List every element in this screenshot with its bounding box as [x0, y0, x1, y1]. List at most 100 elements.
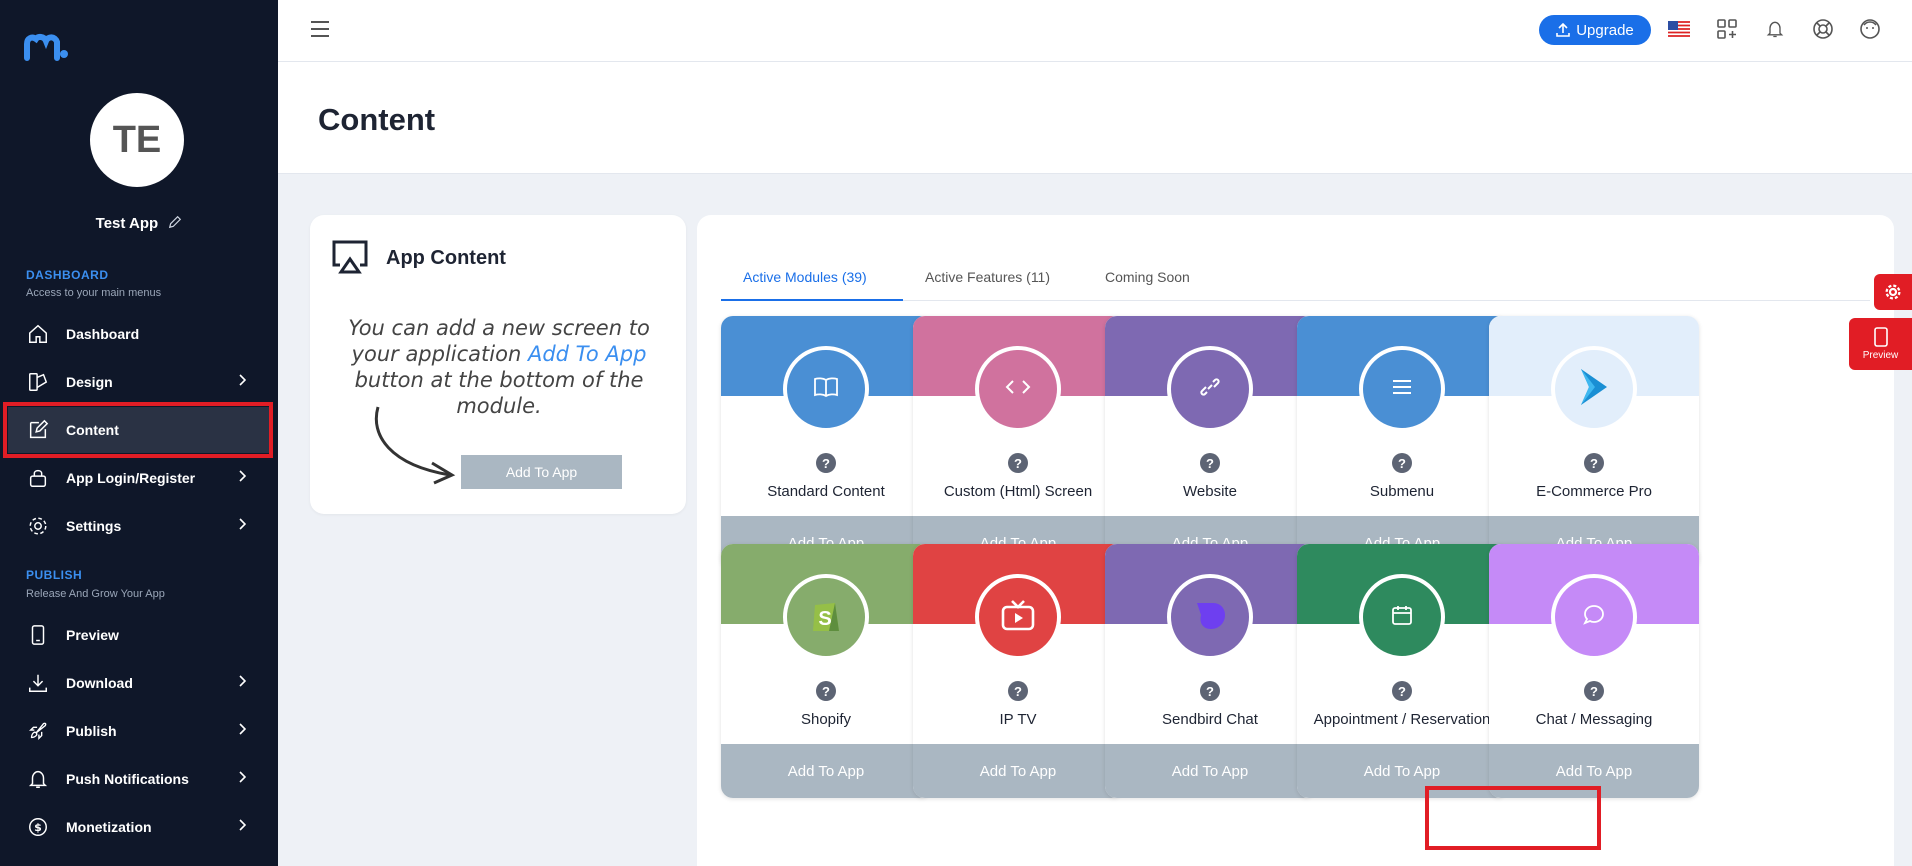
svg-text:$: $: [34, 821, 42, 834]
help-icon[interactable]: ?: [816, 681, 836, 701]
app-name: Test App: [95, 215, 159, 232]
module-icon-circle: [1167, 574, 1253, 660]
module-card: ? Standard Content Add To App: [721, 316, 931, 570]
floating-settings-button[interactable]: [1874, 274, 1912, 310]
sidebar-item-label: Publish: [66, 723, 117, 739]
module-card: ? Sendbird Chat Add To App: [1105, 544, 1315, 798]
sidebar-item-design[interactable]: Design: [8, 359, 270, 405]
tab-coming-soon[interactable]: Coming Soon: [1105, 269, 1190, 285]
sidebar-item-settings[interactable]: Settings: [8, 503, 270, 549]
add-to-app-button[interactable]: Add To App: [913, 744, 1123, 798]
app-logo[interactable]: [24, 32, 70, 62]
module-name: E-Commerce Pro: [1536, 483, 1652, 500]
hamburger-menu-icon[interactable]: [310, 20, 330, 43]
pencil-icon[interactable]: [168, 215, 182, 233]
chevron-right-icon: [239, 675, 246, 687]
floating-preview-button[interactable]: Preview: [1849, 318, 1912, 370]
sidebar-item-label: Settings: [66, 518, 122, 534]
svg-text:S: S: [818, 608, 831, 630]
upgrade-label: Upgrade: [1576, 21, 1634, 39]
module-icon-circle: [975, 346, 1061, 432]
modules-panel: Active Modules (39) Active Features (11)…: [697, 215, 1894, 866]
app-content-title: App Content: [386, 247, 506, 269]
module-icon-circle: [1551, 346, 1637, 432]
tab-active-modules[interactable]: Active Modules (39): [721, 253, 903, 301]
app-content-hint: You can add a new screen to your applica…: [334, 315, 664, 419]
help-icon[interactable]: ?: [1200, 453, 1220, 473]
rocket-icon: [26, 719, 50, 743]
sidebar: TE Test App DASHBOARD Access to your mai…: [0, 0, 278, 866]
user-profile-icon[interactable]: [1858, 17, 1882, 41]
gear-icon: [26, 514, 50, 538]
help-icon[interactable]: ?: [1584, 681, 1604, 701]
menu-icon: [1391, 378, 1413, 401]
help-icon[interactable]: ?: [1392, 681, 1412, 701]
apps-add-icon[interactable]: [1715, 17, 1739, 41]
help-icon[interactable]: ?: [1392, 453, 1412, 473]
modules-tabs: Active Modules (39) Active Features (11)…: [721, 253, 1870, 301]
home-icon: [26, 322, 50, 346]
sidebar-item-app-login-register[interactable]: App Login/Register: [8, 455, 270, 501]
sidebar-item-label: App Login/Register: [66, 470, 196, 486]
shopify-icon: S: [809, 595, 843, 640]
module-icon-circle: [1359, 346, 1445, 432]
demo-add-to-app-button: Add To App: [461, 455, 622, 489]
sidebar-item-label: Monetization: [66, 819, 152, 835]
help-icon[interactable]: ?: [1008, 453, 1028, 473]
help-icon[interactable]: ?: [1008, 681, 1028, 701]
upgrade-button[interactable]: Upgrade: [1539, 15, 1651, 45]
sidebar-item-label: Content: [66, 422, 119, 438]
sidebar-item-push-notifications[interactable]: Push Notifications: [8, 756, 270, 802]
chevron-right-icon: [239, 374, 246, 386]
bell-icon[interactable]: [1763, 17, 1787, 41]
app-name-row: Test App: [0, 215, 278, 233]
module-card: ? Chat / Messaging Add To App: [1489, 544, 1699, 798]
sidebar-item-dashboard[interactable]: Dashboard: [8, 311, 270, 357]
module-name: Website: [1183, 483, 1237, 500]
module-icon-circle: [975, 574, 1061, 660]
module-card: ? E-Commerce Pro Add To App: [1489, 316, 1699, 570]
curved-arrow-icon: [374, 406, 456, 485]
sidebar-item-label: Preview: [66, 627, 119, 643]
top-header: Upgrade: [278, 0, 1912, 62]
sidebar-item-label: Push Notifications: [66, 771, 189, 787]
sidebar-item-monetization[interactable]: $ Monetization: [8, 804, 270, 850]
page-title: Content: [318, 102, 436, 137]
download-icon: [26, 671, 50, 695]
sidebar-item-preview[interactable]: Preview: [8, 612, 270, 658]
help-icon[interactable]: ?: [1200, 681, 1220, 701]
module-card: ? Submenu Add To App: [1297, 316, 1507, 570]
add-to-app-button[interactable]: Add To App: [1297, 744, 1507, 798]
module-card: ? Website Add To App: [1105, 316, 1315, 570]
support-icon[interactable]: [1811, 17, 1835, 41]
module-name: Custom (Html) Screen: [943, 483, 1093, 500]
chevron-right-icon: [239, 771, 246, 783]
module-name: Shopify: [800, 711, 852, 728]
sidebar-item-label: Download: [66, 675, 133, 691]
help-icon[interactable]: ?: [1584, 453, 1604, 473]
avatar[interactable]: TE: [90, 93, 184, 187]
ecommerce-icon: [1577, 367, 1611, 412]
sidebar-item-content[interactable]: Content: [8, 407, 270, 453]
help-icon[interactable]: ?: [816, 453, 836, 473]
sidebar-item-download[interactable]: Download: [8, 660, 270, 706]
module-name: Appointment / Reservation: [1313, 711, 1491, 728]
floating-preview-label: Preview: [1862, 350, 1899, 361]
module-icon-circle: [1167, 346, 1253, 432]
sidebar-item-label: Design: [66, 374, 113, 390]
tab-active-features[interactable]: Active Features (11): [925, 269, 1051, 285]
sidebar-item-publish[interactable]: Publish: [8, 708, 270, 754]
add-to-app-button[interactable]: Add To App: [1105, 744, 1315, 798]
publish-section-title: PUBLISH: [26, 568, 83, 582]
add-to-app-button[interactable]: Add To App: [721, 744, 931, 798]
lock-icon: [26, 466, 50, 490]
add-to-app-button[interactable]: Add To App: [1489, 744, 1699, 798]
upload-icon: [1556, 23, 1571, 37]
hint-text-before: You can add a new screen to your applica…: [348, 316, 650, 366]
module-icon-circle: [783, 346, 869, 432]
design-icon: [26, 370, 50, 394]
dashboard-section-subtitle: Access to your main menus: [26, 287, 162, 299]
us-flag-icon[interactable]: [1667, 17, 1691, 41]
bell-icon: [26, 767, 50, 791]
module-card: ? IP TV Add To App: [913, 544, 1123, 798]
